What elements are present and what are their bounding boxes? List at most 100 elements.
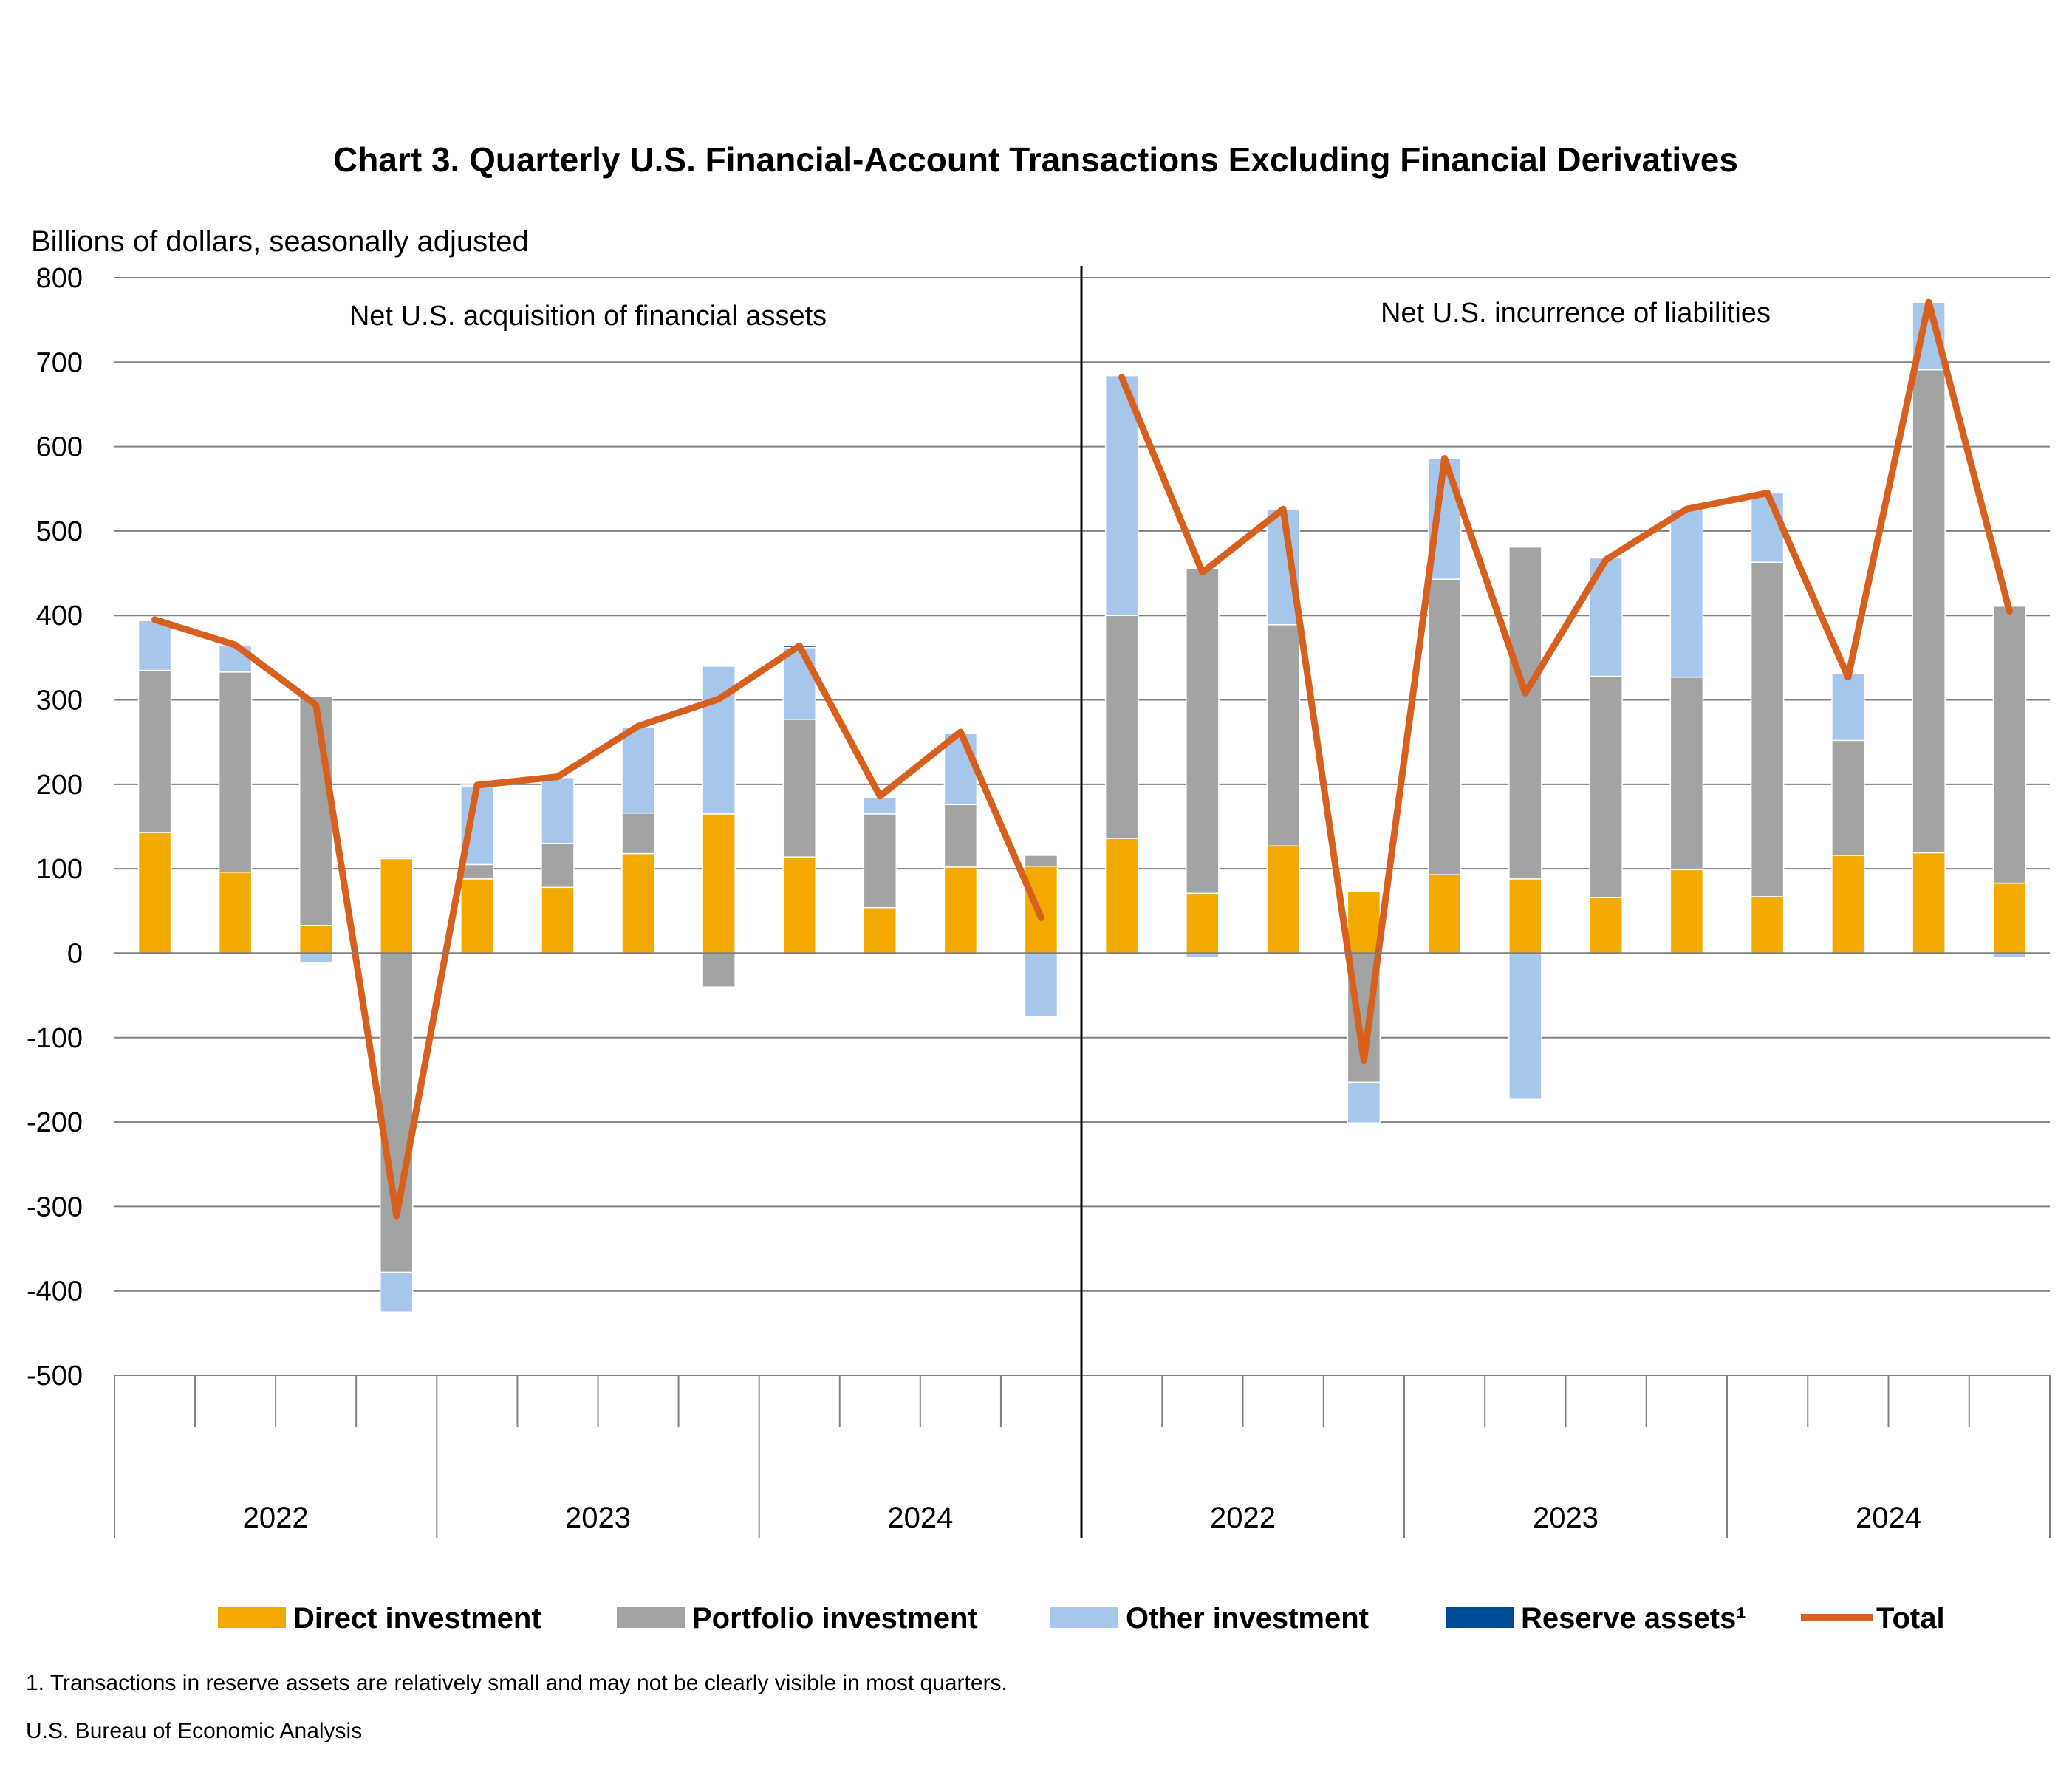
bar-direct-investment bbox=[1427, 874, 1462, 954]
y-tick-label: 300 bbox=[36, 685, 83, 716]
y-tick-label: 400 bbox=[36, 601, 83, 632]
y-tick-label: -100 bbox=[27, 1023, 83, 1054]
bar-portfolio-investment bbox=[1992, 605, 2027, 884]
bar-portfolio-investment bbox=[943, 804, 978, 868]
bar-direct-investment bbox=[702, 813, 736, 954]
y-tick-label: -500 bbox=[27, 1361, 83, 1392]
bar-portfolio-investment bbox=[380, 952, 414, 1273]
bar-direct-investment bbox=[1912, 852, 1946, 954]
bar-portfolio-investment bbox=[782, 719, 816, 858]
bar-direct-investment bbox=[863, 906, 897, 954]
y-tick-label: 0 bbox=[67, 938, 83, 969]
y-tick-label: -400 bbox=[27, 1276, 83, 1307]
bar-portfolio-investment bbox=[1589, 675, 1623, 898]
bar-other-investment bbox=[541, 776, 575, 844]
bar-portfolio-investment bbox=[1912, 369, 1946, 854]
bar-direct-investment bbox=[298, 924, 333, 954]
bar-direct-investment bbox=[380, 858, 414, 954]
total-line bbox=[151, 616, 1044, 1220]
bar-other-investment bbox=[137, 620, 172, 671]
bar-direct-investment bbox=[621, 852, 655, 954]
legend-swatch bbox=[617, 1607, 685, 1628]
legend-label: Total bbox=[1876, 1602, 1945, 1635]
year-label: 2023 bbox=[565, 1502, 631, 1534]
source-note: U.S. Bureau of Economic Analysis bbox=[26, 1719, 362, 1743]
bar-other-investment bbox=[1831, 673, 1865, 742]
bar-direct-investment bbox=[1186, 892, 1220, 954]
y-tick-label: 100 bbox=[36, 854, 83, 885]
footnote: 1. Transactions in reserve assets are re… bbox=[26, 1671, 1008, 1695]
legend-label: Reserve assets¹ bbox=[1521, 1602, 1746, 1635]
y-tick-label: 800 bbox=[36, 263, 83, 294]
bar-portfolio-investment bbox=[1508, 546, 1542, 880]
bar-direct-investment bbox=[943, 866, 978, 954]
bar-other-investment bbox=[1669, 509, 1704, 678]
bar-other-investment bbox=[621, 726, 655, 814]
y-tick-label: 200 bbox=[36, 770, 83, 801]
bar-other-investment bbox=[1750, 492, 1785, 563]
year-label: 2022 bbox=[243, 1502, 309, 1534]
bar-portfolio-investment bbox=[621, 812, 655, 855]
legend-label: Other investment bbox=[1126, 1602, 1369, 1635]
legend-swatch bbox=[1050, 1607, 1118, 1628]
x-axis-years: 2022 2023 2024 2022 2023 2024 bbox=[243, 1502, 1921, 1534]
bar-portfolio-investment bbox=[298, 696, 333, 926]
year-label: 2024 bbox=[887, 1502, 953, 1534]
bar-direct-investment bbox=[1669, 869, 1704, 954]
bar-direct-investment bbox=[1831, 855, 1865, 954]
bar-direct-investment bbox=[782, 856, 816, 954]
y-tick-label: 700 bbox=[36, 347, 83, 378]
bar-portfolio-investment bbox=[1266, 624, 1300, 847]
legend-label: Direct investment bbox=[293, 1602, 541, 1635]
bar-portfolio-investment bbox=[541, 843, 575, 889]
legend-swatch bbox=[1446, 1607, 1514, 1628]
bar-other-investment bbox=[298, 952, 333, 963]
y-tick-label: -300 bbox=[27, 1191, 83, 1222]
panel-label-liabilities: Net U.S. incurrence of liabilities bbox=[1381, 298, 1771, 329]
y-axis-label: Billions of dollars, seasonally adjusted bbox=[31, 225, 529, 258]
bar-portfolio-investment bbox=[218, 671, 253, 873]
y-tick-label: -200 bbox=[27, 1107, 83, 1138]
bar-portfolio-investment bbox=[702, 952, 736, 988]
bar-other-investment bbox=[1104, 374, 1139, 616]
year-label: 2024 bbox=[1856, 1502, 1921, 1534]
bar-portfolio-investment bbox=[137, 669, 172, 833]
bar-direct-investment bbox=[1104, 838, 1139, 954]
bar-direct-investment bbox=[1750, 896, 1785, 954]
bar-direct-investment bbox=[1266, 845, 1300, 954]
bar-other-investment bbox=[1024, 952, 1059, 1017]
bar-direct-investment bbox=[1589, 897, 1623, 954]
bars bbox=[137, 301, 2027, 1313]
bar-direct-investment bbox=[460, 878, 494, 954]
bar-other-investment bbox=[863, 796, 897, 815]
bar-portfolio-investment bbox=[460, 863, 494, 880]
bar-portfolio-investment bbox=[1024, 855, 1059, 867]
bar-other-investment bbox=[380, 1271, 414, 1313]
bar-portfolio-investment bbox=[863, 813, 897, 909]
total-lines bbox=[151, 298, 2013, 1220]
bar-other-investment bbox=[1347, 1081, 1381, 1123]
bar-direct-investment bbox=[218, 871, 253, 954]
y-tick-labels: 800 700 600 500 400 300 200 100 0 -100 -200 -300 -40… bbox=[27, 263, 83, 1392]
bar-other-investment bbox=[1508, 952, 1542, 1100]
y-tick-label: 500 bbox=[36, 516, 83, 547]
total-line bbox=[1118, 298, 2013, 1064]
bar-portfolio-investment bbox=[1669, 676, 1704, 871]
bar-portfolio-investment bbox=[1750, 561, 1785, 897]
bar-portfolio-investment bbox=[1186, 567, 1220, 894]
legend-swatch bbox=[218, 1607, 286, 1628]
y-tick-label: 600 bbox=[36, 432, 83, 463]
bar-direct-investment bbox=[1347, 891, 1381, 954]
bar-direct-investment bbox=[541, 886, 575, 954]
axes bbox=[114, 266, 2051, 1538]
chart-title: Chart 3. Quarterly U.S. Financial-Accoun… bbox=[333, 140, 1738, 179]
legend: Direct investment Portfolio investment Oth… bbox=[218, 1602, 1945, 1635]
bar-direct-investment bbox=[137, 832, 172, 954]
year-label: 2022 bbox=[1210, 1502, 1276, 1534]
bar-other-investment bbox=[782, 646, 816, 720]
year-label: 2023 bbox=[1533, 1502, 1599, 1534]
bar-portfolio-investment bbox=[1427, 578, 1462, 875]
bar-portfolio-investment bbox=[1104, 615, 1139, 839]
panel-label-assets: Net U.S. acquisition of financial assets bbox=[349, 301, 827, 332]
